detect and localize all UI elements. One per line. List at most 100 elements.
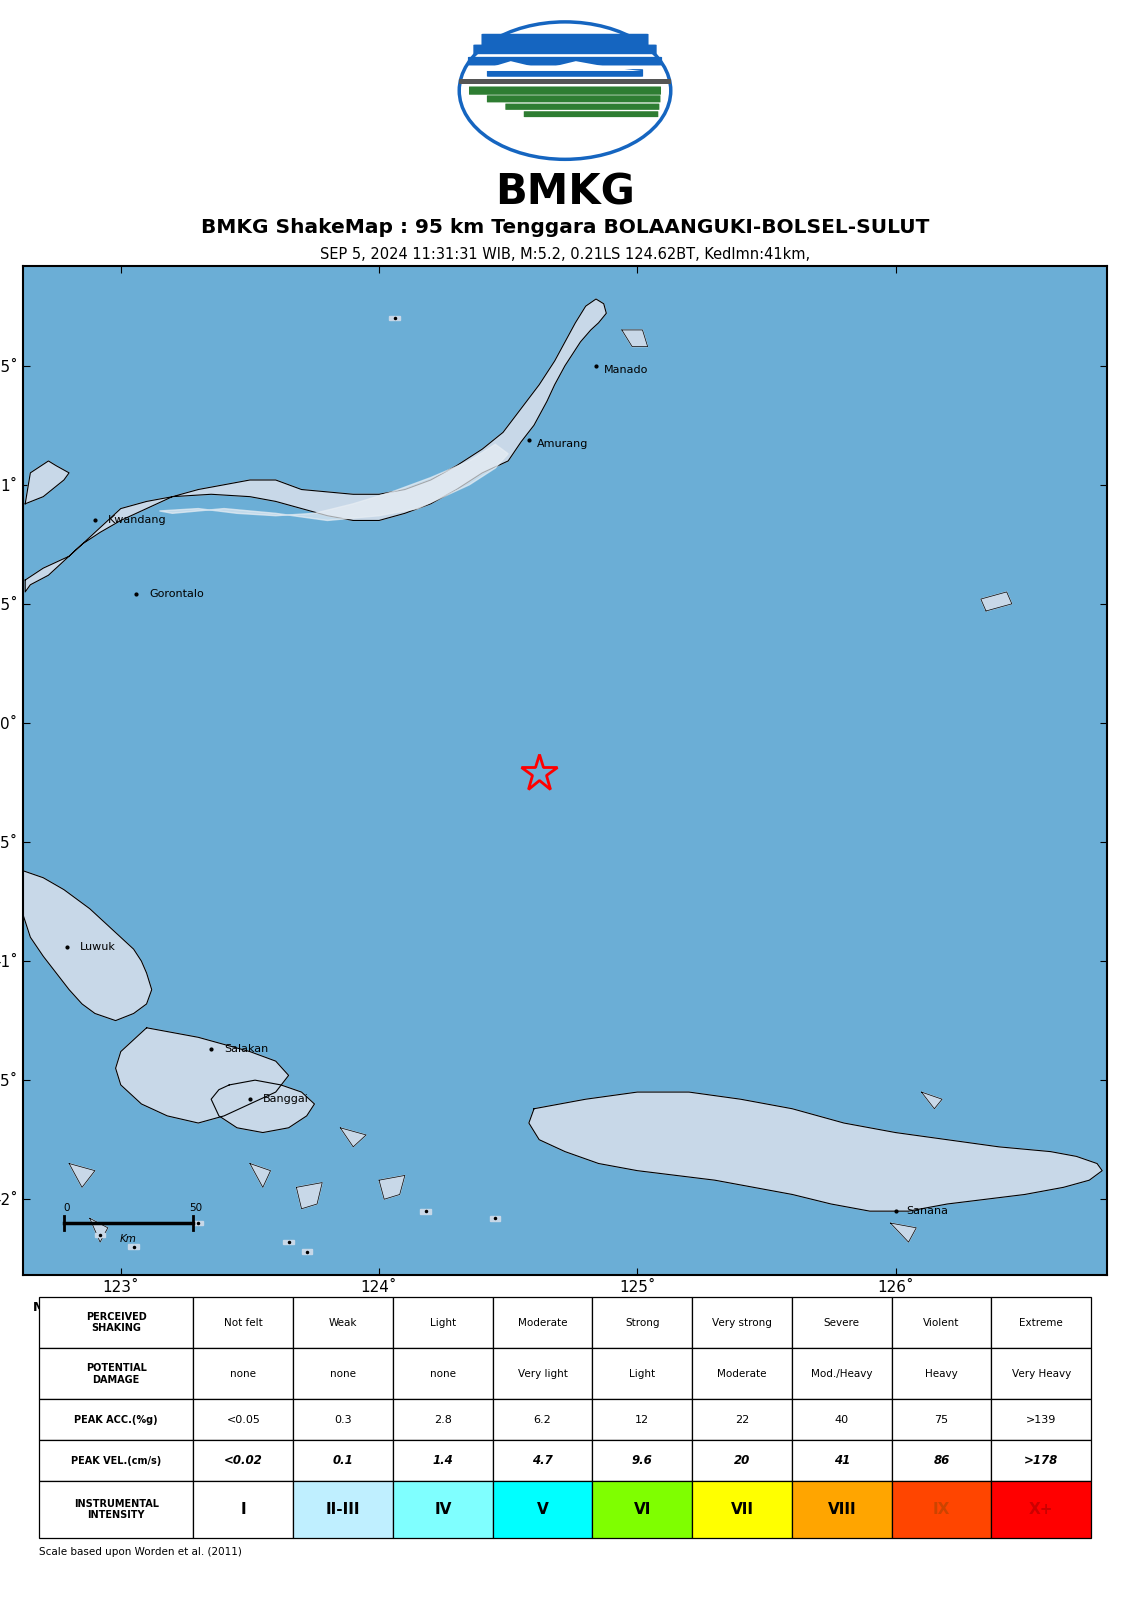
Bar <box>293 1440 393 1482</box>
Polygon shape <box>390 315 400 320</box>
Bar <box>393 1482 493 1538</box>
Polygon shape <box>921 1093 942 1109</box>
Bar <box>193 1482 293 1538</box>
Bar <box>892 1482 991 1538</box>
Text: Banggai: Banggai <box>263 1094 308 1104</box>
Text: Strong: Strong <box>625 1318 660 1328</box>
FancyBboxPatch shape <box>481 34 649 45</box>
Bar <box>792 1400 892 1440</box>
Bar <box>38 1440 193 1482</box>
Text: Light: Light <box>629 1370 655 1379</box>
Text: Severe: Severe <box>824 1318 860 1328</box>
Text: 1.4: 1.4 <box>433 1454 453 1467</box>
Polygon shape <box>129 1245 139 1250</box>
Polygon shape <box>302 1250 312 1254</box>
Bar <box>892 1400 991 1440</box>
Bar <box>792 1440 892 1482</box>
Text: <0.05: <0.05 <box>226 1414 260 1426</box>
Polygon shape <box>89 1218 107 1242</box>
FancyBboxPatch shape <box>487 96 660 102</box>
Bar <box>991 1298 1092 1349</box>
Text: >139: >139 <box>1026 1414 1057 1426</box>
Bar <box>892 1298 991 1349</box>
Text: Gorontalo: Gorontalo <box>149 589 203 600</box>
FancyBboxPatch shape <box>505 104 660 110</box>
Bar <box>693 1349 792 1400</box>
Text: IV: IV <box>434 1502 452 1517</box>
Text: VI: VI <box>634 1502 651 1517</box>
Bar <box>991 1400 1092 1440</box>
Text: none: none <box>429 1370 455 1379</box>
Bar <box>393 1400 493 1440</box>
Text: 86: 86 <box>933 1454 949 1467</box>
Polygon shape <box>115 1027 288 1123</box>
FancyBboxPatch shape <box>473 45 657 54</box>
Bar <box>293 1482 393 1538</box>
Polygon shape <box>25 299 607 592</box>
Bar <box>38 1298 193 1349</box>
Text: Very Heavy: Very Heavy <box>1011 1370 1071 1379</box>
FancyBboxPatch shape <box>469 86 661 94</box>
Text: 50: 50 <box>189 1203 202 1213</box>
Text: 75: 75 <box>935 1414 948 1426</box>
Bar <box>892 1440 991 1482</box>
Text: PEAK ACC.(%g): PEAK ACC.(%g) <box>75 1414 158 1426</box>
Text: Very strong: Very strong <box>712 1318 772 1328</box>
Text: Manado: Manado <box>603 365 649 376</box>
Text: Weak: Weak <box>329 1318 357 1328</box>
Bar <box>493 1482 592 1538</box>
Bar <box>792 1349 892 1400</box>
FancyBboxPatch shape <box>459 80 671 83</box>
Text: 40: 40 <box>835 1414 849 1426</box>
Bar <box>493 1400 592 1440</box>
Polygon shape <box>211 1080 314 1133</box>
Bar <box>592 1482 693 1538</box>
Bar <box>393 1440 493 1482</box>
Text: 0.3: 0.3 <box>334 1414 351 1426</box>
Text: 4.7: 4.7 <box>532 1454 553 1467</box>
Bar <box>193 1400 293 1440</box>
Text: V: V <box>537 1502 548 1517</box>
Bar <box>393 1349 493 1400</box>
Polygon shape <box>529 1093 1102 1211</box>
Polygon shape <box>193 1221 203 1226</box>
Text: VIII: VIII <box>827 1502 857 1517</box>
Text: Not felt: Not felt <box>224 1318 262 1328</box>
FancyBboxPatch shape <box>468 58 662 66</box>
Bar <box>293 1349 393 1400</box>
Bar <box>193 1440 293 1482</box>
Polygon shape <box>25 461 69 504</box>
Polygon shape <box>95 1232 105 1237</box>
Text: PERCEIVED
SHAKING: PERCEIVED SHAKING <box>86 1312 147 1333</box>
Polygon shape <box>17 870 151 1021</box>
Polygon shape <box>250 1163 270 1187</box>
Text: IX: IX <box>933 1502 950 1517</box>
Polygon shape <box>296 1182 322 1208</box>
Polygon shape <box>379 1176 405 1200</box>
Text: Heavy: Heavy <box>925 1370 958 1379</box>
Polygon shape <box>69 1163 95 1187</box>
Text: Kwandang: Kwandang <box>107 515 166 525</box>
Text: 9.6: 9.6 <box>632 1454 653 1467</box>
FancyBboxPatch shape <box>524 112 659 117</box>
Text: Scale based upon Worden et al. (2011): Scale based upon Worden et al. (2011) <box>38 1547 242 1557</box>
Polygon shape <box>478 61 641 70</box>
Text: 0: 0 <box>63 1203 70 1213</box>
Text: Moderate: Moderate <box>718 1370 767 1379</box>
Text: Very light: Very light <box>518 1370 567 1379</box>
Text: Km: Km <box>120 1234 137 1245</box>
Text: INSTRUMENTAL
INTENSITY: INSTRUMENTAL INTENSITY <box>73 1499 158 1520</box>
Text: 12: 12 <box>635 1414 650 1426</box>
Bar <box>991 1482 1092 1538</box>
Text: Extreme: Extreme <box>1019 1318 1063 1328</box>
Text: none: none <box>330 1370 356 1379</box>
Bar <box>592 1400 693 1440</box>
Bar <box>393 1298 493 1349</box>
Polygon shape <box>981 592 1011 611</box>
FancyBboxPatch shape <box>487 69 643 77</box>
Text: Light: Light <box>429 1318 455 1328</box>
Polygon shape <box>420 1208 431 1213</box>
Bar <box>592 1440 693 1482</box>
Text: BMKG: BMKG <box>495 171 635 214</box>
Bar <box>38 1400 193 1440</box>
